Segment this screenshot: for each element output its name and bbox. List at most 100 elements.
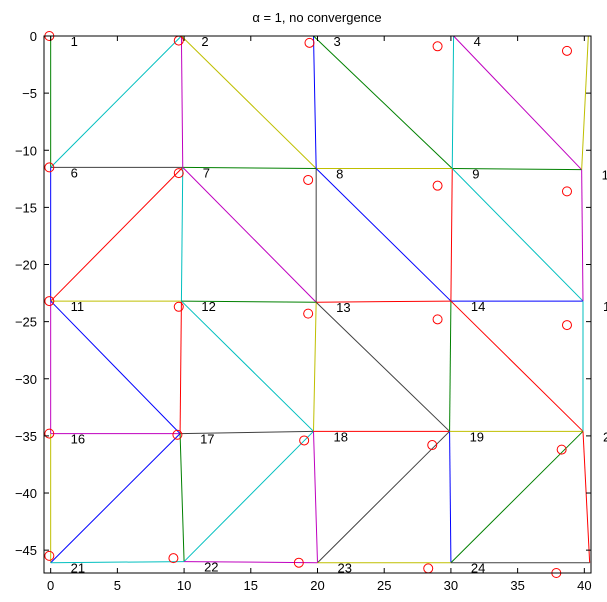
mesh-edge-10-15 xyxy=(581,169,584,302)
y-axis: 0 −5 −10 −15 −20 −25 −30 −35 −40 −45 xyxy=(15,29,591,558)
node-marker-4 xyxy=(432,41,443,52)
x-tick-label: 30 xyxy=(444,578,458,593)
x-tick-label: 10 xyxy=(177,578,191,593)
mesh-edge-7-12 xyxy=(180,167,184,302)
y-tick-label: −40 xyxy=(15,486,37,501)
node-marker-19 xyxy=(427,440,438,451)
x-axis: 0 5 10 15 20 25 30 35 40 xyxy=(47,36,592,593)
mesh-edge-18-22 xyxy=(183,430,314,562)
node-marker-12 xyxy=(173,301,184,312)
node-marker-11 xyxy=(44,296,55,307)
y-tick-label: −25 xyxy=(15,315,37,330)
node-markers xyxy=(44,31,572,578)
node-marker-9 xyxy=(432,180,443,191)
node-label-22: 22 xyxy=(204,560,218,575)
node-label-19: 19 xyxy=(470,429,484,444)
mesh-edge-17-21 xyxy=(50,433,181,564)
y-tick-label: −20 xyxy=(15,258,37,273)
mesh-edge-12-13 xyxy=(181,300,317,303)
mesh-edge-17-18 xyxy=(180,430,314,435)
y-tick-label: 0 xyxy=(30,29,37,44)
mesh-edge-2-6 xyxy=(50,35,182,168)
node-label-10: 10 xyxy=(602,168,607,183)
node-marker-14 xyxy=(432,314,443,325)
mesh-edge-14-20 xyxy=(450,300,584,432)
node-marker-7 xyxy=(173,168,184,179)
node-marker-8 xyxy=(303,174,314,185)
node-marker-15 xyxy=(561,320,572,331)
node-label-6: 6 xyxy=(71,165,78,180)
node-marker-3 xyxy=(304,37,315,48)
mesh-edge-7-8 xyxy=(182,166,317,170)
node-marker-6 xyxy=(44,162,55,173)
mesh-edge-18-23 xyxy=(312,431,318,563)
node-label-14: 14 xyxy=(471,299,485,314)
node-marker-20 xyxy=(556,444,567,455)
node-marker-10 xyxy=(561,186,572,197)
node-label-1: 1 xyxy=(71,34,78,49)
mesh-edge-2-8 xyxy=(181,35,317,169)
mesh-edge-4-9 xyxy=(451,35,455,169)
y-tick-label: −5 xyxy=(22,86,37,101)
mesh-edge-12-17 xyxy=(179,301,182,434)
x-tick-label: 20 xyxy=(310,578,324,593)
node-label-20: 20 xyxy=(603,429,607,444)
mesh-edge-13-14 xyxy=(316,300,451,303)
node-label-12: 12 xyxy=(201,299,215,314)
mesh-edge-11-17 xyxy=(50,300,181,434)
node-labels: 1234567891011121314151617181920212223242… xyxy=(71,34,607,576)
mesh-edge-9-15 xyxy=(451,168,584,302)
node-label-18: 18 xyxy=(333,429,347,444)
node-label-21: 21 xyxy=(71,561,85,576)
node-label-17: 17 xyxy=(200,432,214,447)
mesh-edge-17-22 xyxy=(179,433,185,562)
mesh-edge-20-24 xyxy=(450,430,584,564)
mesh-edge-7-11 xyxy=(50,167,184,302)
node-label-24: 24 xyxy=(471,561,485,576)
x-tick-label: 5 xyxy=(114,578,121,593)
mesh-edge-3-8 xyxy=(312,35,317,169)
chart-title: α = 1, no convergence xyxy=(252,10,381,25)
mesh-edge-20-25 xyxy=(582,431,591,563)
mesh-edge-7-13 xyxy=(182,167,317,303)
mesh-edge-19-24 xyxy=(449,431,452,563)
x-tick-label: 25 xyxy=(377,578,391,593)
mesh-edge-4-10 xyxy=(453,35,583,171)
node-label-2: 2 xyxy=(201,34,208,49)
node-label-15: 15 xyxy=(603,299,607,314)
mesh-edge-9-14 xyxy=(450,168,453,302)
mesh-edge-8-14 xyxy=(315,168,452,302)
mesh-edge-5-10 xyxy=(581,35,589,170)
node-label-16: 16 xyxy=(71,432,85,447)
mesh-edge-21-22 xyxy=(50,561,185,564)
node-marker-5 xyxy=(561,45,572,56)
node-label-3: 3 xyxy=(333,34,340,49)
y-tick-label: −10 xyxy=(15,143,37,158)
node-marker-16 xyxy=(44,428,55,439)
mesh-edge-22-23 xyxy=(184,561,318,564)
node-label-7: 7 xyxy=(203,165,210,180)
x-tick-label: 0 xyxy=(47,578,54,593)
node-marker-21 xyxy=(44,550,55,561)
node-label-13: 13 xyxy=(336,300,350,315)
x-tick-label: 35 xyxy=(510,578,524,593)
node-label-8: 8 xyxy=(336,167,343,182)
node-label-11: 11 xyxy=(71,299,85,314)
node-label-9: 9 xyxy=(472,167,479,182)
node-marker-13 xyxy=(303,308,314,319)
y-tick-label: −30 xyxy=(15,372,37,387)
node-label-23: 23 xyxy=(338,561,352,576)
x-tick-label: 15 xyxy=(244,578,258,593)
mesh-edge-13-18 xyxy=(312,302,317,432)
mesh-edge-2-7 xyxy=(180,35,184,168)
y-tick-label: −35 xyxy=(15,429,37,444)
mesh-edges xyxy=(50,35,591,564)
mesh-edge-3-9 xyxy=(313,35,453,169)
mesh-edge-19-23 xyxy=(317,430,450,564)
y-tick-label: −45 xyxy=(15,543,37,558)
mesh-edge-12-18 xyxy=(181,300,314,432)
node-label-4: 4 xyxy=(474,34,481,49)
node-marker-18 xyxy=(299,435,310,446)
x-tick-label: 40 xyxy=(577,578,591,593)
